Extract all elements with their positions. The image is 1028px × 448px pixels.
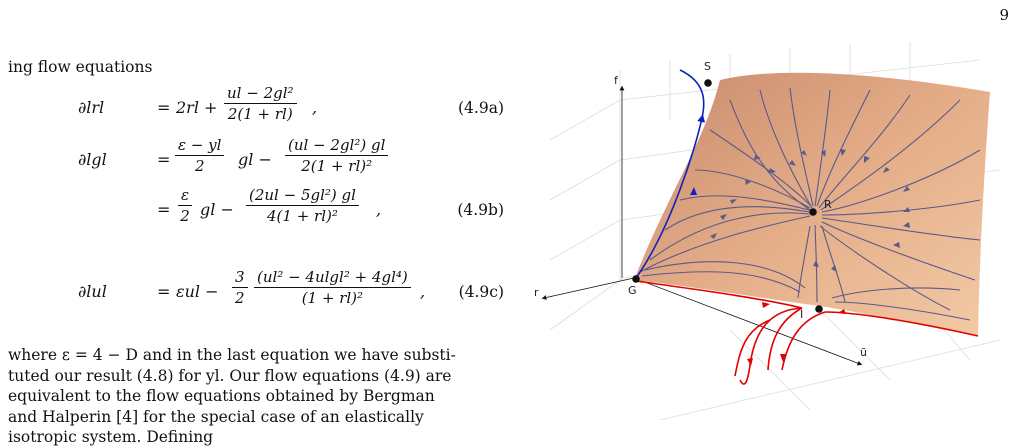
eq-b2-tail: , [376,200,382,219]
eq-b1-numerator: (ul − 2gl²) gl [285,136,389,156]
eq-b2-rel: = [157,200,171,219]
eq-a-label: (4.9a) [458,99,504,117]
flow-figure: f r ũ [530,40,1020,444]
eq-b1-fraction1: ε − yl 2 [175,136,225,175]
fixed-point-g [632,275,640,283]
lead-text: ing flow equations [8,58,153,76]
label-s: S [704,60,711,73]
eq-b1-f1-num: ε − yl [175,136,225,156]
eq-c-fraction1: 3 2 [232,268,248,307]
eq-c-term: εul − [176,282,219,301]
paragraph-line: tuted our result (4.8) for yl. Our flow … [8,366,452,385]
eq-c-rel: = [157,282,171,301]
red-arrowheads [747,302,846,366]
flow-arrowheads [710,149,910,272]
eq-b1-f1-den: 2 [194,157,205,175]
fixed-point-s [704,79,712,87]
eq-a-term: 2rl + [176,98,218,117]
flow-diagram: f r ũ [534,42,1001,421]
flow-lines [639,87,981,321]
eq-c-f1-den: 2 [235,289,245,307]
eq-b2-numerator: (2ul − 5gl²) gl [246,186,359,206]
eq-c-f1-num: 3 [232,268,248,288]
paragraph-line: equivalent to the flow equations obtaine… [8,387,435,405]
eq-b2-f1-den: 2 [180,207,190,225]
label-i: I [800,308,803,321]
eq-b2-mid: gl − [200,200,234,219]
axis-label-u: ũ [860,346,867,359]
eq-a-lhs: ∂lrl [78,98,105,117]
eq-b2-fraction1: ε 2 [178,186,193,225]
page-number: 9 [999,6,1009,24]
blue-trajectory [635,69,706,279]
eq-b1-rel: = [157,150,171,169]
eq-c-numerator: (ul² − 4ulgl² + 4gl⁴) [254,268,411,288]
eq-b1-lhs: ∂lgl [78,150,107,169]
eq-b2-f1-num: ε [178,186,193,206]
eq-c-denominator: (1 + rl)² [301,289,364,307]
red-trajectories [635,280,979,385]
equation-4-9a: ∂lrl = 2rl + ul − 2gl² 2(1 + rl) , (4.9a… [0,84,520,128]
eq-a-tail: , [312,98,318,117]
eq-c-lhs: ∂lul [78,282,107,301]
equation-4-9b-line1: ∂lgl = ε − yl 2 gl − (ul − 2gl²) gl 2(1 … [0,136,520,180]
eq-a-fraction: ul − 2gl² 2(1 + rl) [224,84,297,123]
label-g: G [628,284,637,297]
eq-c-tail: , [420,282,426,301]
equation-4-9b-line2: = ε 2 gl − (2ul − 5gl²) gl 4(1 + rl)² , … [0,186,520,230]
eq-a-rel: = [157,98,171,117]
equation-4-9c: ∂lul = εul − 3 2 (ul² − 4ulgl² + 4gl⁴) (… [0,268,520,312]
paragraph-line: where ε = 4 − D and in the last equation… [8,346,456,364]
eq-b1-fraction2: (ul − 2gl²) gl 2(1 + rl)² [285,136,389,175]
body-paragraph: where ε = 4 − D and in the last equation… [8,345,516,448]
axis-label-f: f [614,74,619,87]
flow-surface [634,72,990,337]
paragraph-line: isotropic system. Defining [8,428,214,446]
eq-b1-denominator: 2(1 + rl)² [301,157,373,175]
eq-b-label: (4.9b) [457,201,504,219]
blue-arrow [690,187,697,195]
label-r: R [824,198,832,211]
eq-a-denominator: 2(1 + rl) [227,105,293,123]
eq-b1-mid: gl − [238,150,272,169]
eq-c-label: (4.9c) [458,283,504,301]
paragraph-line: and Halperin [4] for the special case of… [8,407,424,426]
eq-b2-denominator: 4(1 + rl)² [267,207,338,225]
eq-b2-fraction2: (2ul − 5gl²) gl 4(1 + rl)² [246,186,359,225]
fixed-point-i [815,305,823,313]
eq-a-numerator: ul − 2gl² [224,84,297,104]
axes [541,85,863,366]
fixed-point-r [809,208,817,216]
axis-label-r: r [534,286,539,299]
eq-c-fraction2: (ul² − 4ulgl² + 4gl⁴) (1 + rl)² [254,268,411,307]
